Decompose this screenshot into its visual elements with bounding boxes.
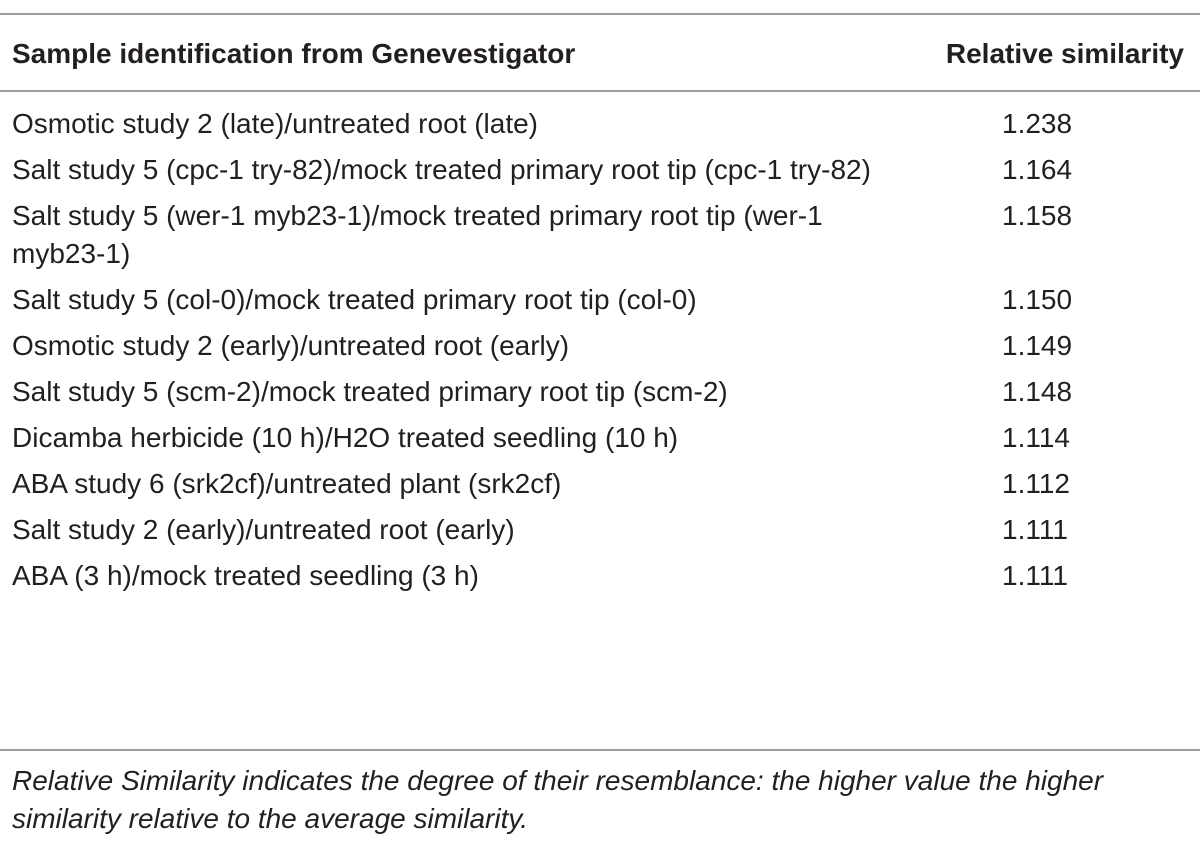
sample-cell: Salt study 5 (cpc-1 try-82)/mock treated… xyxy=(12,154,871,185)
sample-cell: Dicamba herbicide (10 h)/H2O treated see… xyxy=(12,422,679,453)
similarity-cell: 1.112 xyxy=(1002,468,1070,499)
table-top-rule xyxy=(0,13,1200,15)
table-row: ABA (3 h)/mock treated seedling (3 h) 1.… xyxy=(0,557,1200,603)
header-relative-similarity: Relative similarity xyxy=(945,38,1184,69)
similarity-cell: 1.150 xyxy=(1002,284,1073,315)
table-header-row: Sample identification from Genevestigato… xyxy=(0,26,1200,82)
header-sample-identification: Sample identification from Genevestigato… xyxy=(12,38,576,69)
sample-cell: ABA (3 h)/mock treated seedling (3 h) xyxy=(12,560,479,591)
sample-cell: Salt study 5 (wer-1 myb23-1)/mock treate… xyxy=(12,200,823,269)
table-footnote: Relative Similarity indicates the degree… xyxy=(12,765,1104,834)
table-body: Osmotic study 2 (late)/untreated root (l… xyxy=(0,105,1200,603)
table-row: ABA study 6 (srk2cf)/untreated plant (sr… xyxy=(0,465,1200,511)
similarity-cell: 1.111 xyxy=(1002,560,1068,591)
table-row: Salt study 5 (wer-1 myb23-1)/mock treate… xyxy=(0,197,1200,281)
table-row: Dicamba herbicide (10 h)/H2O treated see… xyxy=(0,419,1200,465)
table-row: Osmotic study 2 (late)/untreated root (l… xyxy=(0,105,1200,151)
table-bottom-rule xyxy=(0,749,1200,751)
table-row: Salt study 5 (col-0)/mock treated primar… xyxy=(0,281,1200,327)
table-header-rule xyxy=(0,90,1200,92)
similarity-cell: 1.149 xyxy=(1002,330,1073,361)
sample-cell: Salt study 5 (col-0)/mock treated primar… xyxy=(12,284,697,315)
similarity-cell: 1.164 xyxy=(1002,154,1073,185)
similarity-cell: 1.158 xyxy=(1002,200,1073,231)
similarity-cell: 1.238 xyxy=(1002,108,1073,139)
sample-cell: Osmotic study 2 (late)/untreated root (l… xyxy=(12,108,538,139)
table-row: Salt study 2 (early)/untreated root (ear… xyxy=(0,511,1200,557)
similarity-cell: 1.148 xyxy=(1002,376,1073,407)
similarity-cell: 1.114 xyxy=(1002,422,1070,453)
sample-cell: Osmotic study 2 (early)/untreated root (… xyxy=(12,330,570,361)
sample-cell: Salt study 5 (scm-2)/mock treated primar… xyxy=(12,376,728,407)
table-row: Salt study 5 (cpc-1 try-82)/mock treated… xyxy=(0,151,1200,197)
table-row: Osmotic study 2 (early)/untreated root (… xyxy=(0,327,1200,373)
sample-cell: Salt study 2 (early)/untreated root (ear… xyxy=(12,514,515,545)
table-row: Salt study 5 (scm-2)/mock treated primar… xyxy=(0,373,1200,419)
sample-cell: ABA study 6 (srk2cf)/untreated plant (sr… xyxy=(12,468,562,499)
similarity-cell: 1.111 xyxy=(1002,514,1068,545)
